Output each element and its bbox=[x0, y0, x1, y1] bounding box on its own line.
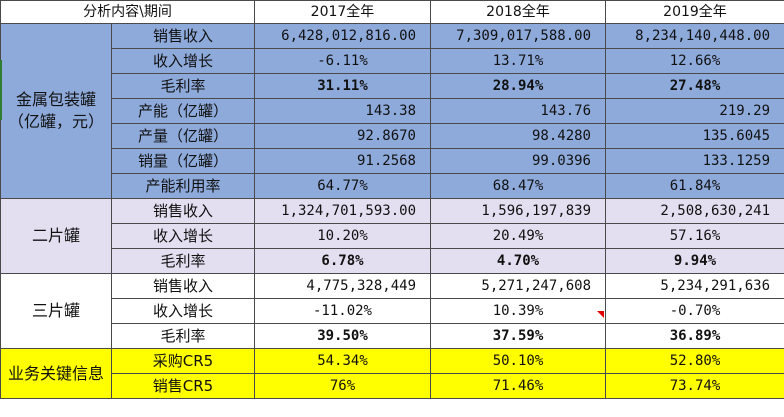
value-cell[interactable]: 76% bbox=[254, 373, 431, 399]
value-cell[interactable]: 27.48% bbox=[605, 73, 784, 99]
metric-label[interactable]: 毛利率 bbox=[111, 73, 255, 99]
table-row: 产量（亿罐） 92.8670 98.4280 135.6045 bbox=[1, 123, 784, 149]
metric-label[interactable]: 收入增长 bbox=[111, 298, 255, 324]
value-cell[interactable]: 1,596,197,839 bbox=[430, 198, 606, 224]
value-cell[interactable]: 92.8670 bbox=[254, 123, 431, 149]
table-row: 产能利用率 64.77% 68.47% 61.84% bbox=[1, 173, 784, 199]
metric-label[interactable]: 销售收入 bbox=[111, 273, 255, 299]
table-row: 二片罐 销售收入 1,324,701,593.00 1,596,197,839 … bbox=[0, 198, 784, 274]
value-cell[interactable]: -6.11% bbox=[254, 48, 431, 74]
value-cell[interactable]: 28.94% bbox=[430, 73, 606, 99]
table-row: 收入增长 10.20% 20.49% 57.16% bbox=[1, 223, 784, 249]
value-cell[interactable]: 68.47% bbox=[430, 173, 606, 199]
value-cell[interactable]: -11.02% bbox=[254, 298, 431, 324]
metric-label[interactable]: 产量（亿罐） bbox=[111, 123, 255, 149]
value-cell[interactable]: 64.77% bbox=[254, 173, 431, 199]
value-cell[interactable]: 39.50% bbox=[254, 323, 431, 349]
value-cell[interactable]: 99.0396 bbox=[430, 148, 606, 174]
table-row: 毛利率 6.78% 4.70% 9.94% bbox=[1, 248, 784, 274]
group-label-metal-cans[interactable]: 金属包装罐（亿罐，元） bbox=[0, 23, 112, 199]
metric-label[interactable]: 销售CR5 bbox=[111, 373, 255, 399]
value-cell[interactable]: 4,775,328,449 bbox=[254, 273, 431, 299]
analysis-table: 分析内容\期间 2017全年 2018全年 2019全年 金属包装罐（亿罐，元）… bbox=[0, 0, 784, 399]
table-row: 销量（亿罐） 91.2568 99.0396 133.1259 bbox=[1, 148, 784, 174]
value-cell[interactable]: 37.59% bbox=[430, 323, 606, 349]
comment-indicator-icon[interactable] bbox=[597, 311, 604, 318]
table-row: 毛利率 39.50% 37.59% 36.89% bbox=[1, 323, 784, 349]
value-cell[interactable]: 73.74% bbox=[605, 373, 784, 399]
value-cell[interactable]: 31.11% bbox=[254, 73, 431, 99]
metric-label[interactable]: 毛利率 bbox=[111, 323, 255, 349]
value-cell[interactable]: 5,234,291,636 bbox=[605, 273, 784, 299]
table-row: 三片罐 销售收入 4,775,328,449 5,271,247,608 5,2… bbox=[0, 273, 784, 349]
metric-label[interactable]: 销量（亿罐） bbox=[111, 148, 255, 174]
header-year-2019[interactable]: 2019全年 bbox=[605, 0, 784, 24]
value-cell[interactable]: 36.89% bbox=[605, 323, 784, 349]
value-cell[interactable]: 5,271,247,608 bbox=[430, 273, 606, 299]
table-row: 业务关键信息 采购CR5 54.34% 50.10% 52.80% bbox=[0, 348, 784, 399]
metric-label[interactable]: 采购CR5 bbox=[111, 348, 255, 374]
metric-label[interactable]: 收入增长 bbox=[111, 48, 255, 74]
value-cell[interactable]: 143.76 bbox=[430, 98, 606, 124]
metric-label[interactable]: 产能利用率 bbox=[111, 173, 255, 199]
group-label-business-key-info[interactable]: 业务关键信息 bbox=[0, 348, 112, 399]
metric-label[interactable]: 销售收入 bbox=[111, 198, 255, 224]
metric-label[interactable]: 毛利率 bbox=[111, 248, 255, 274]
table-row: 收入增长 -6.11% 13.71% 12.66% bbox=[1, 48, 784, 74]
table-row: 销售CR5 76% 71.46% 73.74% bbox=[1, 373, 784, 399]
value-cell[interactable]: 135.6045 bbox=[605, 123, 784, 149]
value-cell[interactable]: 143.38 bbox=[254, 98, 431, 124]
value-cell[interactable]: 98.4280 bbox=[430, 123, 606, 149]
value-cell[interactable]: 61.84% bbox=[605, 173, 784, 199]
header-year-2018[interactable]: 2018全年 bbox=[430, 0, 606, 24]
value-cell[interactable]: 71.46% bbox=[430, 373, 606, 399]
value-cell[interactable]: 12.66% bbox=[605, 48, 784, 74]
value-cell[interactable]: 7,309,017,588.00 bbox=[430, 23, 606, 49]
row-selection-marker bbox=[0, 60, 2, 120]
value-cell[interactable]: 2,508,630,241 bbox=[605, 198, 784, 224]
metric-label[interactable]: 收入增长 bbox=[111, 223, 255, 249]
table-row: 产能（亿罐） 143.38 143.76 219.29 bbox=[1, 98, 784, 124]
value-cell[interactable]: 52.80% bbox=[605, 348, 784, 374]
value-cell[interactable]: 57.16% bbox=[605, 223, 784, 249]
header-row: 分析内容\期间 2017全年 2018全年 2019全年 bbox=[0, 0, 784, 24]
value-cell[interactable]: 8,234,140,448.00 bbox=[605, 23, 784, 49]
value-cell[interactable]: 50.10% bbox=[430, 348, 606, 374]
table-row: 毛利率 31.11% 28.94% 27.48% bbox=[1, 73, 784, 99]
value-cell[interactable]: 10.20% bbox=[254, 223, 431, 249]
group-label-two-piece-cans[interactable]: 二片罐 bbox=[0, 198, 112, 274]
metric-label[interactable]: 产能（亿罐） bbox=[111, 98, 255, 124]
value-cell[interactable]: 1,324,701,593.00 bbox=[254, 198, 431, 224]
value-cell[interactable]: -0.70% bbox=[605, 298, 784, 324]
table-row: 收入增长 -11.02% 10.39% -0.70% bbox=[1, 298, 784, 324]
value-cell[interactable]: 219.29 bbox=[605, 98, 784, 124]
metric-label[interactable]: 销售收入 bbox=[111, 23, 255, 49]
header-year-2017[interactable]: 2017全年 bbox=[254, 0, 431, 24]
value-cell[interactable]: 6.78% bbox=[254, 248, 431, 274]
value-cell[interactable]: 54.34% bbox=[254, 348, 431, 374]
header-corner-cell[interactable]: 分析内容\期间 bbox=[0, 0, 255, 24]
value-cell[interactable]: 133.1259 bbox=[605, 148, 784, 174]
value-cell[interactable]: 20.49% bbox=[430, 223, 606, 249]
value-cell[interactable]: 10.39% bbox=[430, 298, 606, 324]
value-cell[interactable]: 6,428,012,816.00 bbox=[254, 23, 431, 49]
value-cell[interactable]: 9.94% bbox=[605, 248, 784, 274]
table-row: 金属包装罐（亿罐，元） 销售收入 6,428,012,816.00 7,309,… bbox=[0, 23, 784, 199]
value-cell[interactable]: 91.2568 bbox=[254, 148, 431, 174]
group-label-three-piece-cans[interactable]: 三片罐 bbox=[0, 273, 112, 349]
value-cell[interactable]: 13.71% bbox=[430, 48, 606, 74]
value-cell[interactable]: 4.70% bbox=[430, 248, 606, 274]
